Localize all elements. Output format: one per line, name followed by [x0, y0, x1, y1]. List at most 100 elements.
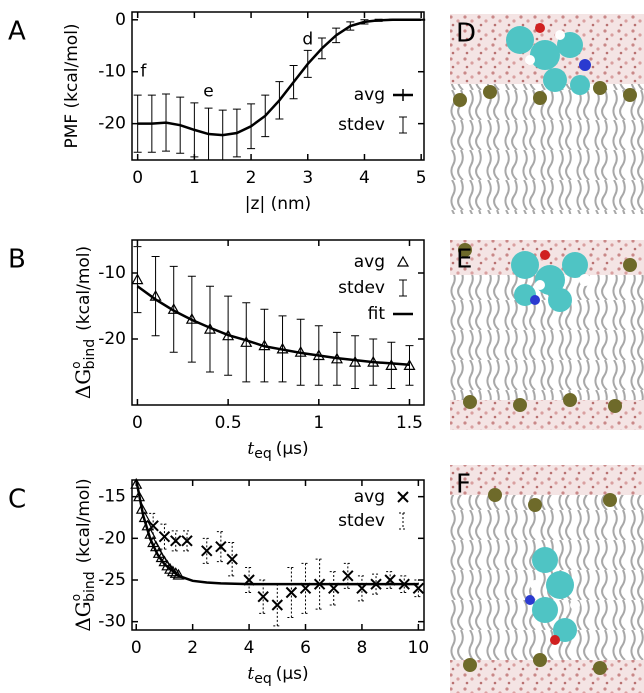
error-bar — [387, 341, 396, 389]
x-axis-label-unit: (µs) — [276, 439, 309, 459]
x-axis-label-main: t — [247, 439, 254, 459]
x-axis-label: |z| (nm) — [245, 194, 311, 214]
marker — [170, 535, 182, 547]
y-axis-label-unit: (kcal/mol) — [74, 478, 94, 563]
error-bar — [405, 345, 414, 386]
chart: B 0 0.5 1 1.5 -10 -20 teq (µs) ΔGobind (kcal/mol) a… — [8, 239, 425, 463]
marker — [166, 565, 179, 577]
x-axis-label-unit: (µs) — [276, 664, 309, 684]
x-tick-label: 5 — [416, 168, 427, 188]
y-axis-label: PMF (kcal/mol) — [62, 23, 82, 148]
marker — [397, 491, 409, 503]
legend-label: stdev — [338, 511, 385, 531]
annotation: f — [140, 62, 147, 82]
chart: A 0 1 2 3 4 5 0 -10 -20 |z| (nm) PMF (kcal/mol) avg s… — [8, 10, 427, 214]
marker — [215, 540, 227, 553]
y-axis-label-unit: (kcal/mol) — [74, 246, 94, 331]
y-tick-label: -20 — [98, 329, 126, 349]
image-d: D — [450, 14, 644, 214]
marker — [285, 586, 298, 599]
panel-label: B — [8, 245, 26, 275]
legend-symbol — [396, 255, 410, 267]
panel-label: D — [456, 19, 476, 49]
image-e: E — [450, 240, 644, 430]
legend-symbol — [399, 116, 407, 134]
x-tick-label: 2 — [246, 168, 257, 188]
marker — [385, 359, 398, 370]
legend-symbol — [393, 89, 413, 101]
y-axis-label-main: ΔG — [71, 369, 95, 399]
y-axis-label-sub: bind — [82, 571, 98, 602]
error-bar — [171, 530, 180, 552]
error-bar — [183, 530, 192, 552]
panel-label: E — [456, 245, 472, 275]
x-tick-label: 0.5 — [215, 413, 242, 433]
series-line — [135, 479, 419, 586]
panel-label: C — [8, 485, 26, 515]
plot-frame — [131, 11, 425, 161]
legend-label: avg — [354, 252, 385, 272]
marker — [201, 545, 213, 557]
error-bar — [242, 302, 251, 383]
y-tick-label: -20 — [98, 528, 126, 548]
x-tick-label: 1 — [189, 168, 200, 188]
legend-symbol — [399, 279, 407, 297]
series-line — [136, 285, 410, 366]
plot-frame — [131, 479, 425, 631]
panel-label: A — [8, 17, 26, 47]
error-bar — [351, 335, 360, 389]
error-bar — [216, 531, 225, 563]
y-axis-label-sup: o — [69, 361, 83, 368]
y-tick-label: -25 — [98, 570, 126, 590]
chart: C 0 2 4 6 8 10 -15 -20 -25 -30 teq (µs) ΔGobind (kcal/… — [8, 477, 430, 688]
y-tick-label: -10 — [98, 62, 126, 82]
y-axis-label: ΔGobind (kcal/mol) — [69, 246, 99, 399]
x-tick-label: 6 — [300, 638, 311, 658]
x-tick-label: 3 — [302, 168, 313, 188]
marker — [181, 535, 193, 547]
marker — [271, 599, 284, 611]
y-axis-label-sup: o — [69, 594, 83, 601]
error-bar — [133, 246, 142, 314]
x-tick-label: 8 — [357, 638, 368, 658]
marker — [396, 255, 410, 267]
y-tick-label: -20 — [98, 114, 126, 134]
legend-label: avg — [354, 85, 385, 105]
x-axis-label-sub: eq — [254, 671, 272, 687]
x-tick-label: 2 — [187, 638, 198, 658]
x-tick-label: 1 — [313, 413, 324, 433]
y-axis-label: ΔGobind (kcal/mol) — [69, 478, 99, 631]
panel-label: F — [456, 470, 471, 500]
x-tick-label: 10 — [408, 638, 430, 658]
legend-label: stdev — [338, 115, 385, 135]
y-tick-label: -15 — [98, 487, 126, 507]
marker — [130, 477, 143, 489]
plot-frame — [131, 239, 425, 406]
y-tick-label: -10 — [98, 263, 126, 283]
y-axis-label-main: ΔG — [71, 601, 95, 631]
legend-symbol — [397, 491, 409, 503]
image-f: F — [450, 465, 644, 693]
y-tick-label: -30 — [98, 612, 126, 632]
x-tick-label: 0 — [132, 168, 143, 188]
x-axis-label-sub: eq — [254, 446, 272, 462]
annotation: d — [302, 30, 313, 50]
marker — [158, 530, 171, 543]
x-tick-label: 4 — [244, 638, 255, 658]
legend-label: stdev — [338, 278, 385, 298]
series-line — [137, 18, 422, 137]
marker — [342, 570, 354, 582]
marker — [257, 590, 269, 603]
y-tick-label: 0 — [115, 10, 126, 30]
y-axis-label-sub: bind — [82, 339, 98, 370]
x-tick-label: 0 — [132, 413, 143, 433]
legend-label: avg — [354, 487, 385, 507]
legend-label: fit — [368, 304, 386, 324]
x-axis-label: teq (µs) — [247, 439, 308, 463]
x-tick-label: 1.5 — [396, 413, 423, 433]
marker — [226, 553, 238, 565]
marker — [131, 273, 144, 285]
marker — [164, 562, 177, 574]
x-axis-label: teq (µs) — [247, 664, 308, 688]
